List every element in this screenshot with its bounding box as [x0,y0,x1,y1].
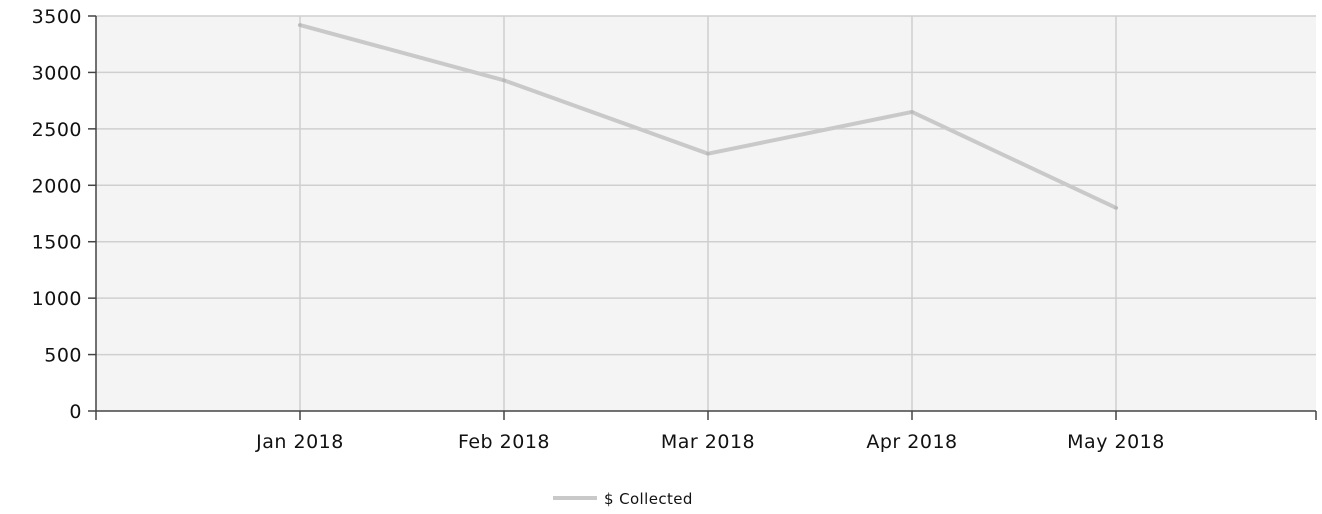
y-axis-ticks: 0 500 1000 1500 2000 2500 3000 3500 [32,6,96,423]
y-tick-label: 1000 [32,288,82,310]
data-point [502,78,506,83]
x-axis-ticks: Jan 2018 Feb 2018 Mar 2018 Apr 2018 May 2018 [95,411,1317,453]
x-tick-label: Mar 2018 [661,431,755,453]
y-tick-label: 500 [44,345,82,367]
series-group [298,23,1118,210]
data-point [706,151,710,156]
x-tick-label: Apr 2018 [866,431,957,453]
data-point [298,23,302,27]
x-tick-label: Feb 2018 [458,431,550,453]
y-tick-label: 2000 [32,175,82,197]
x-tick-label: May 2018 [1067,431,1165,453]
y-tick-label: 3500 [32,6,82,28]
y-tick-label: 1500 [32,232,82,254]
plot-area [96,16,1316,411]
legend-label: $ Collected [604,490,693,508]
data-point [1114,206,1118,210]
legend: $ Collected [553,490,693,508]
data-point [910,110,914,114]
vertical-gridlines [299,16,1117,411]
y-tick-label: 0 [69,401,82,423]
y-tick-label: 3000 [32,62,82,84]
y-tick-label: 2500 [32,119,82,141]
x-tick-label: Jan 2018 [255,431,344,453]
